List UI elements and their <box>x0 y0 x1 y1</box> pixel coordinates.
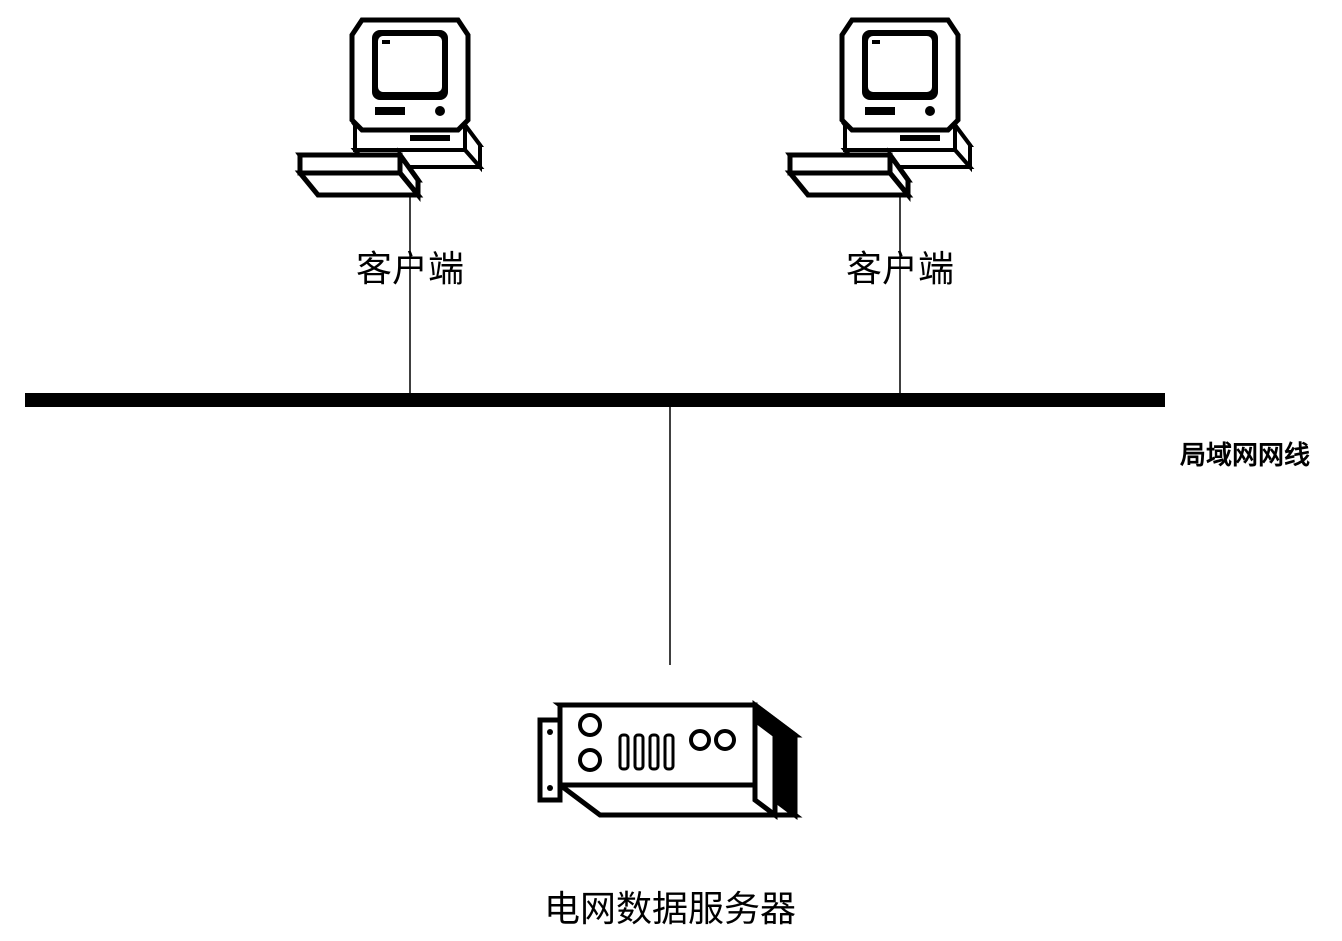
lan-bus-label: 局域网网线 <box>1145 435 1342 472</box>
client2-label: 客户端 <box>700 240 1100 292</box>
computer-icon-client1 <box>300 20 480 195</box>
computer-icon-client2 <box>790 20 970 195</box>
network-diagram: 客户端 客户端 电网数据服务器 局域网网线 <box>0 0 1342 941</box>
server-label: 电网数据服务器 <box>470 880 870 932</box>
client1-label: 客户端 <box>210 240 610 292</box>
diagram-svg <box>0 0 1342 941</box>
server-icon <box>540 705 795 815</box>
lan-bus <box>25 393 1165 407</box>
